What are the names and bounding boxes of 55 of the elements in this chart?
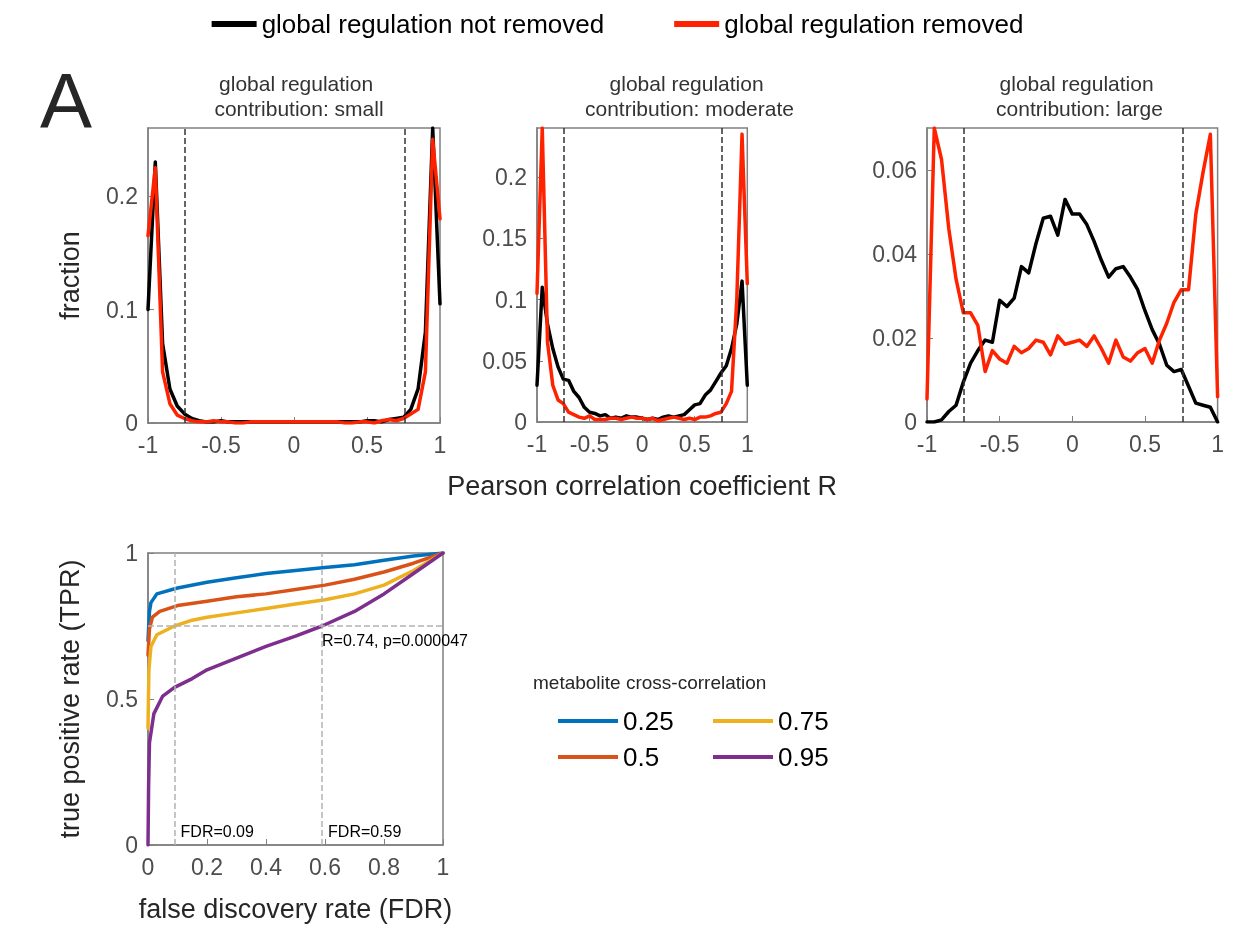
x-tick-label: -0.5 (979, 430, 1020, 457)
y-tick-label: 0.05 (482, 347, 527, 374)
legend-title: metabolite cross-correlation (533, 672, 767, 693)
y-tick-label: 0.1 (495, 286, 527, 313)
x-tick-label: 0 (1065, 430, 1079, 457)
x-tick-label: 0 (635, 430, 649, 457)
y-tick-label: 0.2 (495, 164, 527, 190)
y-tick-label: 0.1 (106, 296, 138, 323)
line-series (535, 126, 750, 423)
legend-label: 0.5 (623, 742, 660, 772)
legend-label: 0.25 (623, 706, 674, 736)
x-tick-label: -1 (137, 431, 159, 458)
x-tick-label: -1 (526, 430, 548, 457)
x-axis-title: Pearson correlation coefficient R (447, 471, 838, 501)
y-tick-label: 0 (125, 832, 138, 858)
legend-label: global regulation not removed (261, 9, 605, 39)
y-tick-label: 0 (125, 410, 138, 436)
annotation: R=0.74, p=0.000047 (322, 631, 469, 649)
x-tick-label: 0 (287, 431, 301, 458)
y-tick-label: 0.02 (872, 325, 917, 351)
y-tick-label: 0.15 (482, 225, 527, 252)
legend-label: 0.75 (778, 706, 829, 736)
legend-label: 0.95 (778, 742, 829, 772)
x-tick-label: 1 (436, 853, 450, 880)
x-tick-label: -1 (916, 430, 938, 457)
x-tick-label: 0.5 (351, 431, 383, 458)
line-series (925, 126, 1220, 401)
x-tick-label: 1 (1211, 430, 1224, 457)
y-tick-label: 0 (514, 409, 527, 435)
x-axis-title: false discovery rate (FDR) (138, 894, 453, 924)
y-axis-title: true positive rate (TPR) (55, 559, 85, 839)
y-tick-label: 0.04 (872, 241, 918, 267)
legend-label: global regulation removed (724, 9, 1024, 39)
y-tick-label: 0 (904, 409, 917, 435)
y-tick-label: 0.5 (106, 686, 138, 712)
ref-line-label: FDR=0.59 (328, 822, 402, 840)
x-tick-label: 0.6 (309, 853, 341, 880)
y-axis-title: fraction (55, 231, 85, 320)
x-tick-label: -0.5 (569, 430, 610, 457)
chart-title: global regulation contribution: small (214, 72, 384, 120)
x-tick-label: 0.4 (250, 853, 283, 880)
y-tick-label: 1 (125, 540, 138, 566)
y-tick-label: 0.06 (872, 157, 917, 183)
chart-title: global regulation contribution: moderate (585, 72, 794, 120)
x-tick-label: 0.2 (191, 853, 223, 880)
text: A (40, 57, 93, 145)
y-tick-label: 0.2 (106, 183, 138, 210)
x-tick-label: 1 (433, 431, 447, 458)
x-tick-label: -0.5 (201, 431, 241, 458)
ref-line-label: FDR=0.09 (180, 822, 255, 840)
x-tick-label: 0.5 (678, 430, 711, 457)
x-tick-label: 0.8 (368, 853, 400, 880)
x-tick-label: 1 (740, 430, 754, 457)
chart-title: global regulation contribution: large (996, 72, 1163, 120)
x-tick-label: 0.5 (1128, 430, 1161, 457)
